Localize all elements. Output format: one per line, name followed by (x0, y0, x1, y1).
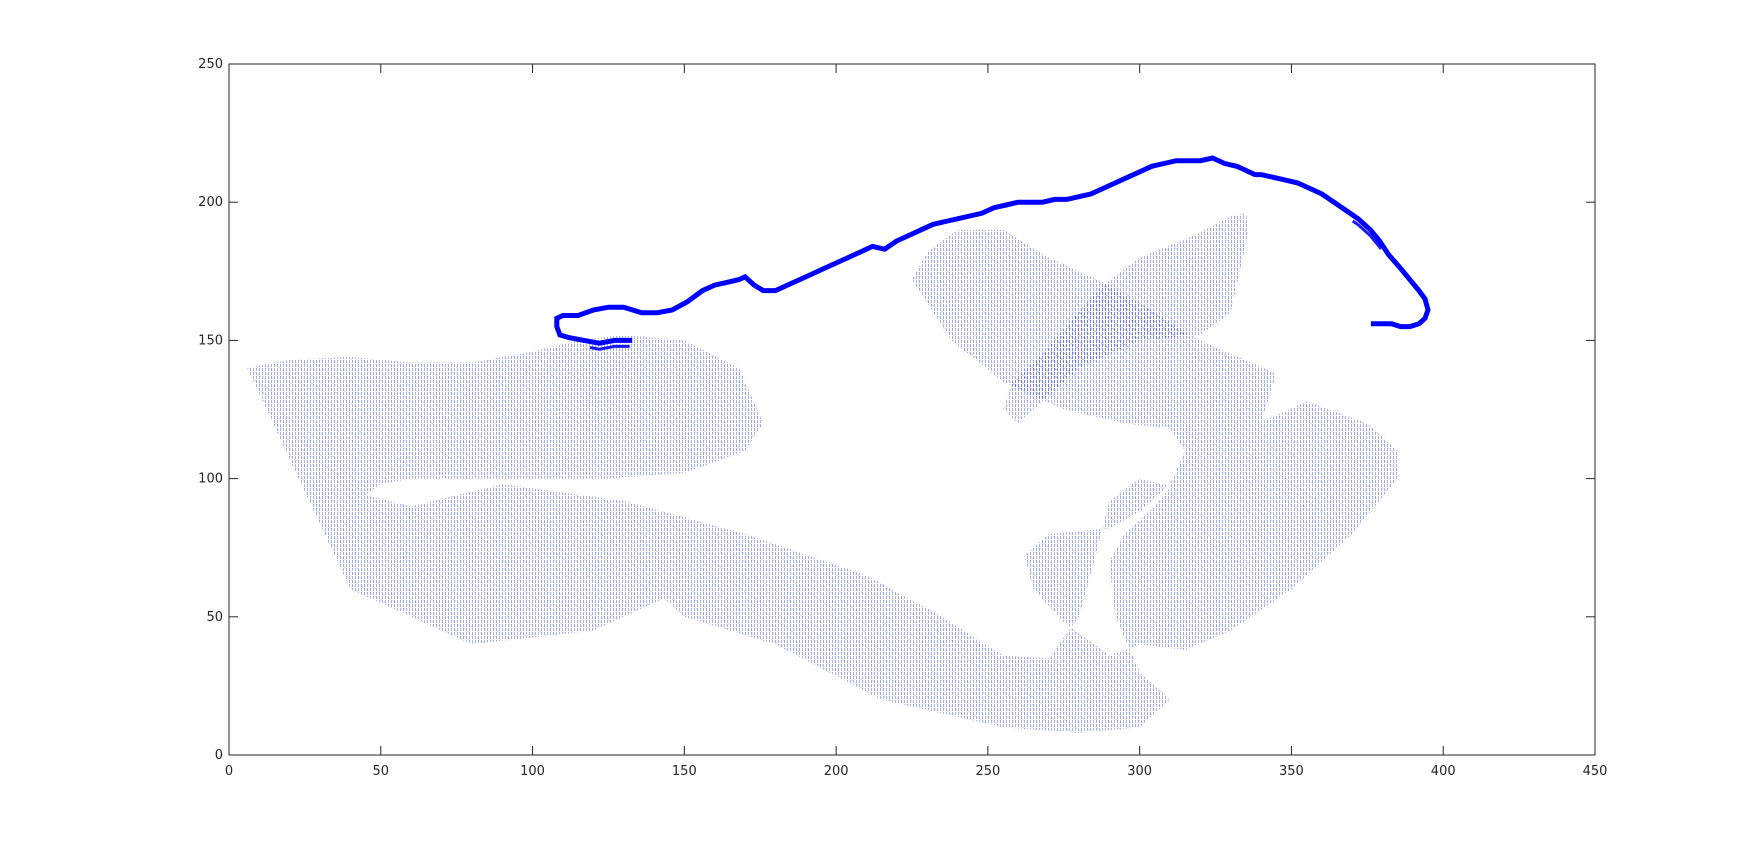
vector-field-region-2-cross (1003, 213, 1249, 424)
x-tick-label: 50 (373, 764, 390, 779)
boundary-polyline (554, 155, 1431, 346)
x-tick-label: 0 (225, 764, 233, 779)
y-tick-label: 100 (198, 472, 223, 487)
x-tick-label: 150 (672, 764, 697, 779)
x-tick-label: 350 (1279, 764, 1304, 779)
y-tick-label: 0 (215, 748, 223, 763)
x-tick-label: 450 (1583, 764, 1608, 779)
vector-field (247, 213, 1398, 733)
boundary-polyline-inner (555, 162, 1430, 351)
x-tick-label: 200 (824, 764, 849, 779)
x-tick-label: 250 (975, 764, 1000, 779)
y-tick-label: 200 (198, 195, 223, 210)
x-tick-label: 300 (1127, 764, 1152, 779)
y-tick-label: 150 (198, 333, 223, 348)
x-axis-ticks: 0 50 100 150 200 250 300 350 400 450 (225, 64, 1608, 779)
axes-box (228, 63, 1596, 756)
plot-area (247, 155, 1431, 733)
boundary-line (554, 155, 1431, 351)
x-tick-label: 400 (1431, 764, 1456, 779)
x-tick-label: 100 (520, 764, 545, 779)
y-tick-label: 50 (206, 610, 223, 625)
y-tick-label: 250 (198, 57, 223, 72)
axes: 0 50 100 150 200 250 300 350 400 450 0 50 100 150 200… (198, 57, 1607, 779)
vector-field-region-1-cross (247, 229, 1398, 733)
y-axis-ticks: 0 50 100 150 200 250 (198, 57, 1595, 763)
